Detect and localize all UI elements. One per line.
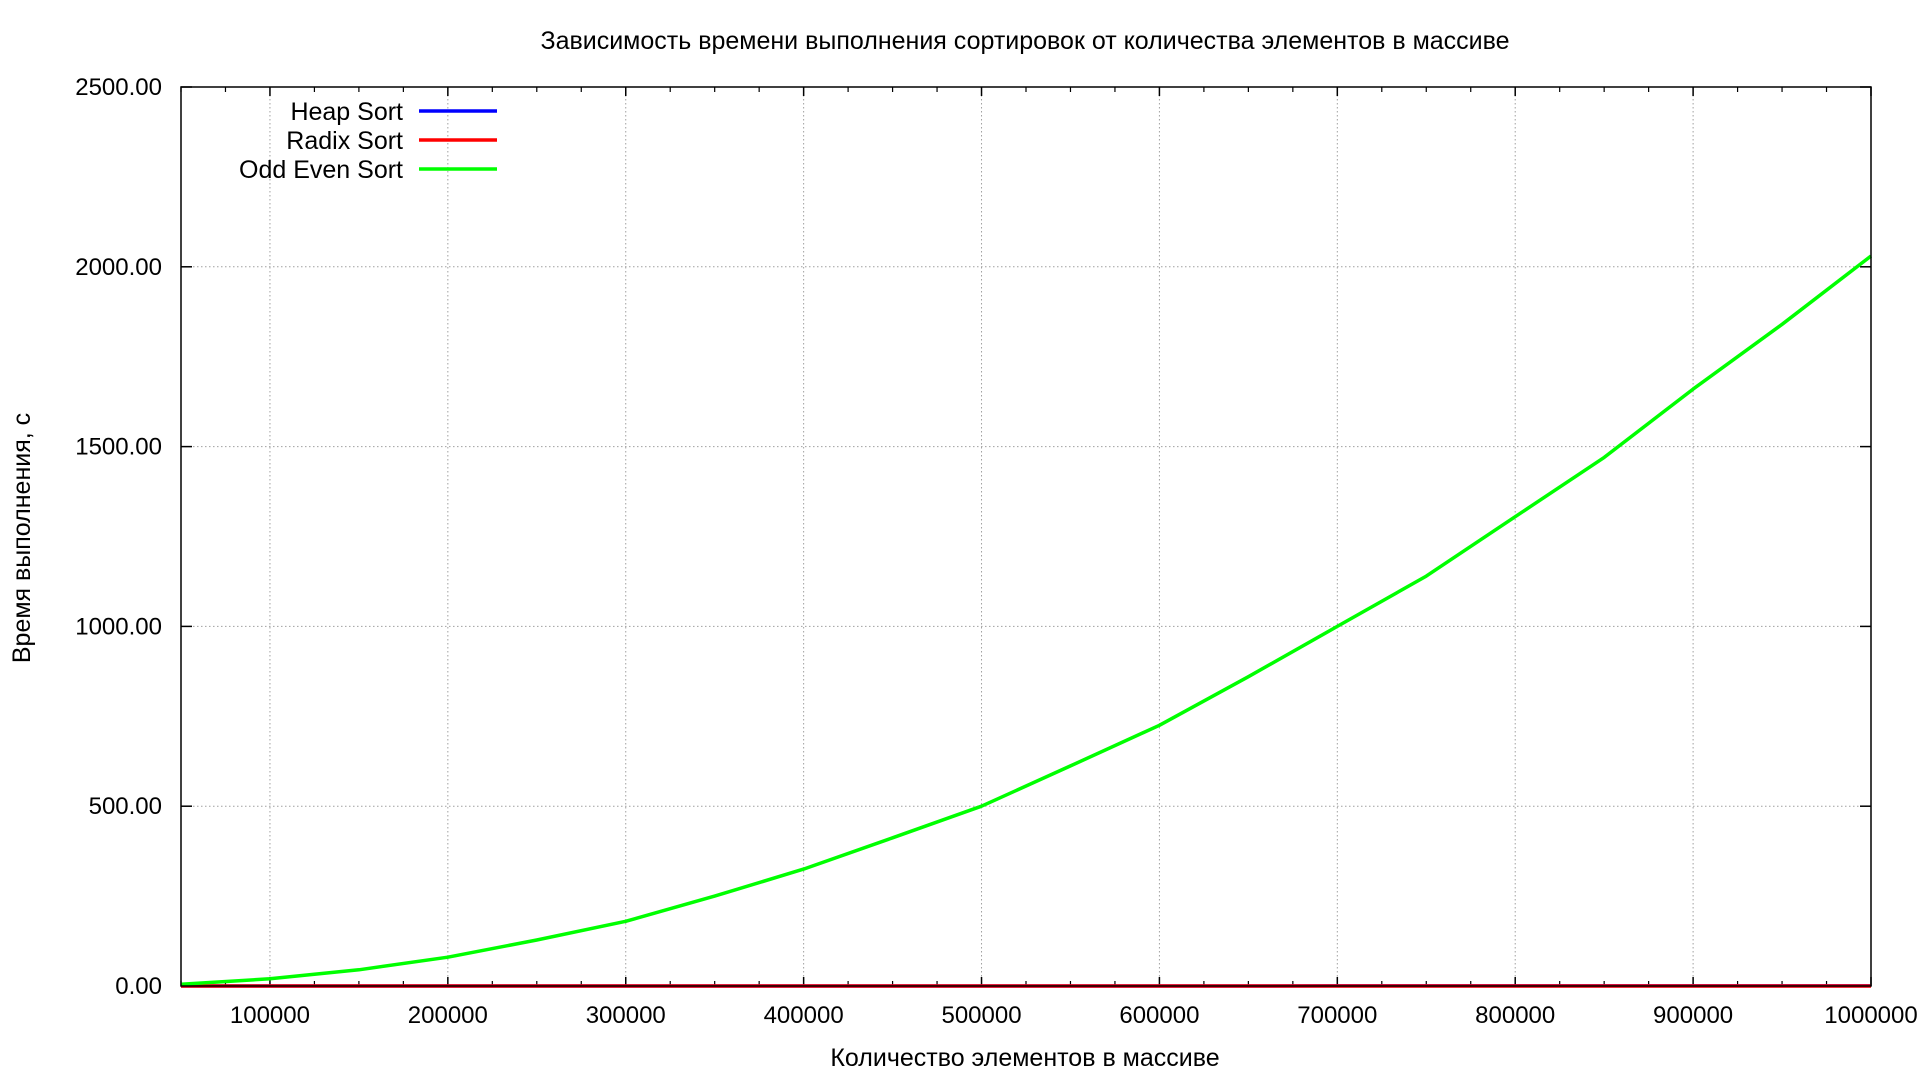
legend-label-odd-even-sort: Odd Even Sort [239,156,403,184]
y-tick-label: 2000.00 [75,254,162,281]
y-tick-label: 500.00 [89,793,162,820]
y-tick-label: 1000.00 [75,613,162,640]
series-line-odd-even-sort [180,254,1873,986]
x-tick-label: 600000 [1119,1002,1199,1029]
tick-labels: 100000 200000 300000 400000 500000 600000 7000… [75,74,1917,1029]
legend-label-radix-sort: Radix Sort [286,127,403,155]
y-tick-label: 2500.00 [75,74,162,101]
x-tick-label: 400000 [764,1002,844,1029]
plot-frame [180,86,1872,987]
x-axis-label: Количество элементов в массиве [830,1044,1219,1072]
x-tick-label: 1000000 [1824,1002,1917,1029]
y-tick-label: 0.00 [115,973,162,1000]
x-tick-label: 800000 [1475,1002,1555,1029]
x-tick-label: 700000 [1297,1002,1377,1029]
x-tick-label: 500000 [941,1002,1021,1029]
x-tick-label: 200000 [408,1002,488,1029]
y-axis-label: Время выполнения, с [8,413,36,663]
legend-label-heap-sort: Heap Sort [290,98,403,126]
x-tick-label: 300000 [586,1002,666,1029]
y-tick-label: 1500.00 [75,434,162,461]
chart-title: Зависимость времени выполнения сортирово… [540,27,1509,55]
grid [181,87,1871,986]
x-tick-label: 900000 [1653,1002,1733,1029]
x-tick-label: 100000 [230,1002,310,1029]
